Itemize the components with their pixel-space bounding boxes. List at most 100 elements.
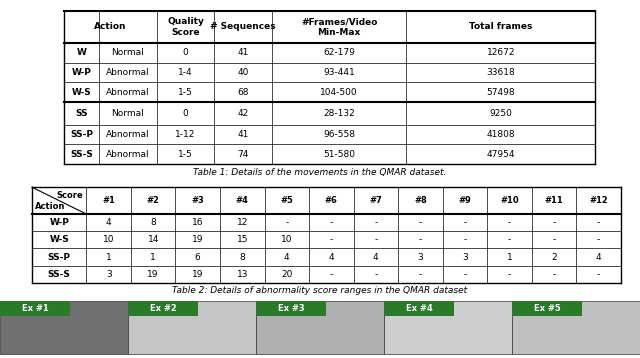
Text: 47954: 47954 bbox=[486, 150, 515, 159]
Text: #8: #8 bbox=[414, 196, 427, 205]
Text: 13: 13 bbox=[237, 270, 248, 279]
Bar bbox=[512, 301, 582, 316]
Text: Score: Score bbox=[56, 191, 83, 200]
Text: -: - bbox=[597, 235, 600, 245]
Text: # Sequences: # Sequences bbox=[211, 22, 276, 32]
Text: -: - bbox=[463, 270, 467, 279]
Text: Table 2: Details of abnormality score ranges in the QMAR dataset: Table 2: Details of abnormality score ra… bbox=[172, 286, 468, 295]
Text: 28-132: 28-132 bbox=[323, 109, 355, 118]
Text: SS-P: SS-P bbox=[70, 130, 93, 139]
Text: 0: 0 bbox=[183, 48, 188, 57]
Bar bbox=[128, 301, 256, 354]
Text: #2: #2 bbox=[147, 196, 159, 205]
Text: 19: 19 bbox=[147, 270, 159, 279]
Text: 0: 0 bbox=[183, 109, 188, 118]
Text: -: - bbox=[463, 218, 467, 227]
Text: Action: Action bbox=[35, 202, 65, 211]
Text: 62-179: 62-179 bbox=[323, 48, 355, 57]
Text: 15: 15 bbox=[237, 235, 248, 245]
Bar bbox=[256, 301, 326, 316]
Text: 1-5: 1-5 bbox=[178, 150, 193, 159]
Text: #11: #11 bbox=[545, 196, 563, 205]
Text: 9250: 9250 bbox=[490, 109, 512, 118]
Bar bbox=[384, 301, 454, 316]
Text: W: W bbox=[77, 48, 86, 57]
Text: 4: 4 bbox=[284, 252, 290, 262]
Text: 74: 74 bbox=[237, 150, 249, 159]
Text: 104-500: 104-500 bbox=[321, 88, 358, 97]
Text: 12: 12 bbox=[237, 218, 248, 227]
Text: -: - bbox=[374, 235, 378, 245]
Text: -: - bbox=[374, 218, 378, 227]
Text: -: - bbox=[552, 270, 556, 279]
Text: 41: 41 bbox=[237, 130, 249, 139]
Text: Abnormal: Abnormal bbox=[106, 130, 150, 139]
Text: 1-4: 1-4 bbox=[179, 68, 193, 77]
Text: #4: #4 bbox=[236, 196, 249, 205]
Bar bbox=[0, 301, 128, 354]
Text: 93-441: 93-441 bbox=[323, 68, 355, 77]
Text: -: - bbox=[552, 235, 556, 245]
Text: Action: Action bbox=[94, 22, 127, 32]
Text: 3: 3 bbox=[417, 252, 423, 262]
Text: Normal: Normal bbox=[111, 109, 145, 118]
Text: -: - bbox=[330, 235, 333, 245]
Text: 4: 4 bbox=[328, 252, 334, 262]
Text: -: - bbox=[374, 270, 378, 279]
Text: 40: 40 bbox=[237, 68, 249, 77]
Text: 96-558: 96-558 bbox=[323, 130, 355, 139]
Text: Ex #5: Ex #5 bbox=[534, 304, 561, 313]
Text: -: - bbox=[508, 270, 511, 279]
Text: 8: 8 bbox=[150, 218, 156, 227]
Text: Abnormal: Abnormal bbox=[106, 68, 150, 77]
Text: Abnormal: Abnormal bbox=[106, 88, 150, 97]
Text: 12672: 12672 bbox=[486, 48, 515, 57]
Text: #9: #9 bbox=[458, 196, 471, 205]
Text: SS-S: SS-S bbox=[70, 150, 93, 159]
Text: #6: #6 bbox=[325, 196, 338, 205]
Text: 20: 20 bbox=[281, 270, 292, 279]
Text: #10: #10 bbox=[500, 196, 519, 205]
Text: -: - bbox=[597, 218, 600, 227]
Text: #7: #7 bbox=[369, 196, 382, 205]
Text: 1: 1 bbox=[106, 252, 111, 262]
Text: Abnormal: Abnormal bbox=[106, 150, 150, 159]
Text: -: - bbox=[552, 218, 556, 227]
Text: #12: #12 bbox=[589, 196, 608, 205]
Text: -: - bbox=[463, 235, 467, 245]
Text: #Frames/Video
Min-Max: #Frames/Video Min-Max bbox=[301, 17, 378, 37]
Text: Quality
Score: Quality Score bbox=[167, 17, 204, 37]
Text: 42: 42 bbox=[237, 109, 249, 118]
Text: 19: 19 bbox=[192, 270, 204, 279]
Text: -: - bbox=[597, 270, 600, 279]
Text: -: - bbox=[508, 235, 511, 245]
Text: 14: 14 bbox=[147, 235, 159, 245]
Text: 1-12: 1-12 bbox=[175, 130, 196, 139]
Bar bbox=[0, 301, 70, 316]
Text: SS-P: SS-P bbox=[48, 252, 70, 262]
Text: -: - bbox=[330, 270, 333, 279]
Text: 8: 8 bbox=[239, 252, 245, 262]
Text: -: - bbox=[419, 270, 422, 279]
Text: Ex #3: Ex #3 bbox=[278, 304, 305, 313]
Text: W-S: W-S bbox=[49, 235, 69, 245]
Text: W-S: W-S bbox=[72, 88, 92, 97]
Text: Total frames: Total frames bbox=[469, 22, 532, 32]
Text: 10: 10 bbox=[281, 235, 292, 245]
Text: 1: 1 bbox=[150, 252, 156, 262]
Bar bbox=[128, 301, 198, 316]
Text: 4: 4 bbox=[596, 252, 602, 262]
Text: #3: #3 bbox=[191, 196, 204, 205]
Text: -: - bbox=[330, 218, 333, 227]
Bar bbox=[384, 301, 512, 354]
Text: SS-S: SS-S bbox=[48, 270, 70, 279]
Text: Ex #4: Ex #4 bbox=[406, 304, 433, 313]
Text: 33618: 33618 bbox=[486, 68, 515, 77]
Text: SS: SS bbox=[76, 109, 88, 118]
Text: -: - bbox=[419, 218, 422, 227]
Text: -: - bbox=[419, 235, 422, 245]
Text: -: - bbox=[508, 218, 511, 227]
Text: 19: 19 bbox=[192, 235, 204, 245]
Bar bbox=[512, 301, 640, 354]
Text: Ex #1: Ex #1 bbox=[22, 304, 49, 313]
